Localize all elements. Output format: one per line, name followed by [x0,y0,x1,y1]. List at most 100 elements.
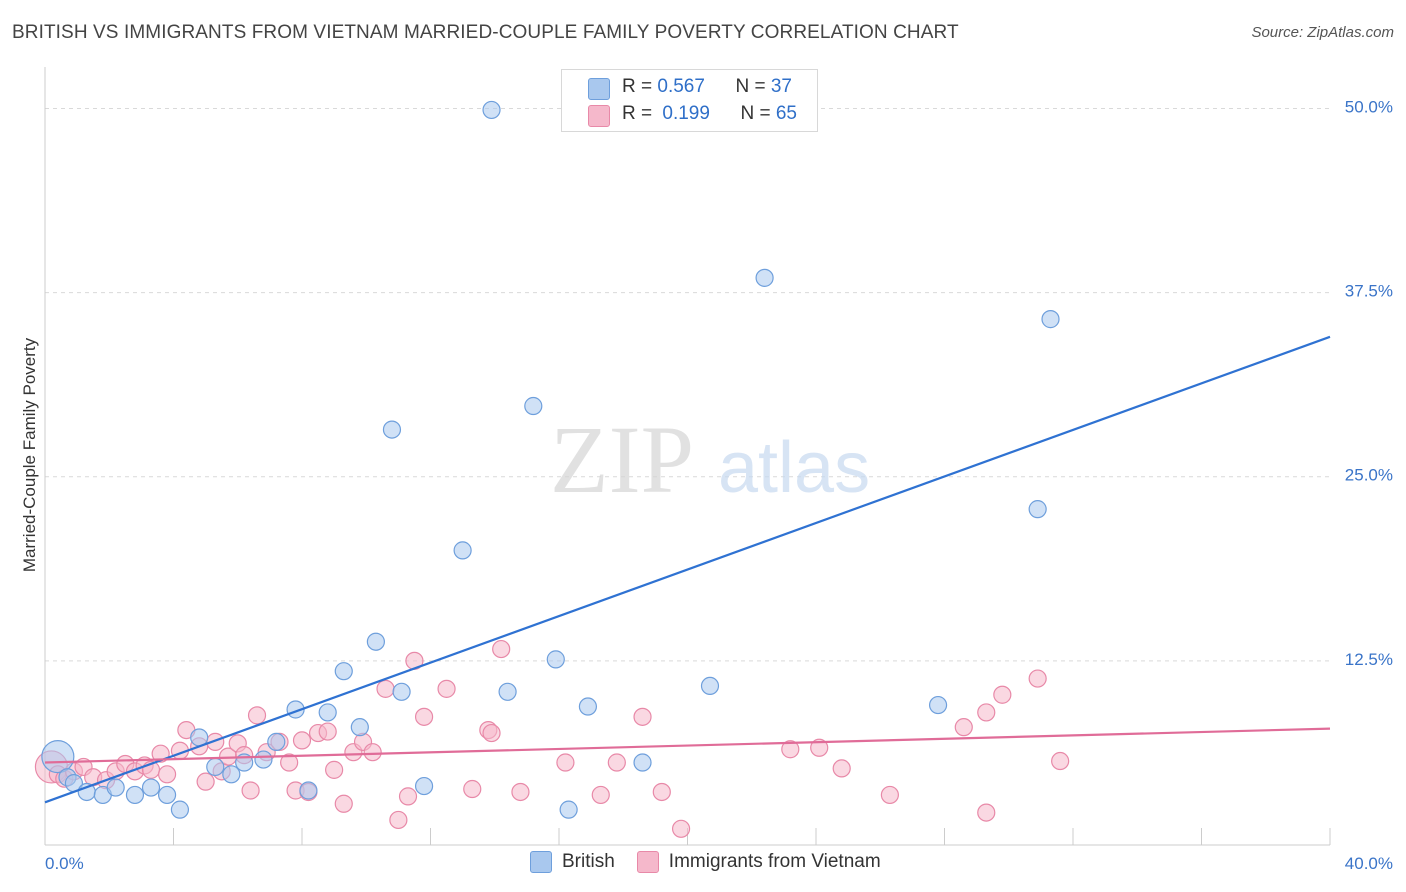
point-british [254,750,273,769]
legend-swatch-british-bottom [530,851,552,873]
trend-layer [44,335,1331,804]
point-vietnam [633,707,652,726]
point-vietnam [781,740,800,759]
y-tick-label: 12.5% [1345,650,1393,669]
point-vietnam [607,753,626,772]
point-british [350,718,369,737]
point-british [141,778,161,797]
point-vietnam [1028,669,1047,688]
point-vietnam [591,785,610,805]
point-vietnam [334,794,353,813]
point-vietnam [977,703,996,722]
point-vietnam [325,760,344,779]
point-vietnam [157,765,177,784]
legend-r-label-british: R = [622,76,658,97]
point-british [1028,500,1047,519]
y-axis-title: Married-Couple Family Poverty [20,337,39,572]
point-vietnam [482,723,501,743]
point-vietnam [652,782,671,802]
point-vietnam [993,685,1012,704]
point-vietnam [556,753,575,772]
legend-n-value-british: 37 [770,76,792,97]
point-vietnam [1051,751,1070,771]
legend-swatch-british [588,78,610,100]
legend-r-value-british: 0.567 [657,76,705,97]
trend-line-vietnam [44,727,1331,764]
point-vietnam [196,772,215,791]
point-british [498,682,517,701]
point-british [482,100,501,120]
point-british [546,650,565,669]
legend-item-british[interactable]: British [530,851,615,873]
y-tick-label: 50.0% [1345,97,1393,116]
point-british [524,396,543,416]
chart-title: BRITISH VS IMMIGRANTS FROM VIETNAM MARRI… [12,22,959,43]
point-vietnam [492,639,511,659]
point-british [41,740,75,774]
point-vietnam [398,787,418,806]
point-vietnam [880,785,899,805]
point-vietnam [389,810,408,830]
point-british [382,420,402,439]
legend-n-label-vietnam: N = [740,103,776,124]
point-vietnam [832,759,851,778]
point-british [928,695,948,715]
point-british [170,800,190,819]
point-vietnam [363,743,382,762]
point-vietnam [954,718,973,737]
legend-label-vietnam: Immigrants from Vietnam [668,851,881,872]
point-british [578,697,598,716]
point-british [267,732,286,751]
correlation-legend: R = 0.567 N = 37 R = 0.199 N = 65 [561,69,818,132]
x-tick-label-min: 0.0% [45,854,84,873]
point-british [633,753,652,772]
point-british [222,765,241,784]
point-vietnam [241,781,260,800]
watermark-zip: ZIP [550,406,694,513]
series-legend: British Immigrants from Vietnam [530,851,881,873]
point-vietnam [292,731,312,750]
point-british [559,800,578,819]
point-british [206,757,225,777]
legend-n-label-british: N = [735,76,771,97]
point-vietnam [977,803,996,822]
point-vietnam [280,753,299,772]
point-vietnam [511,782,530,802]
points-layer [34,100,1070,838]
labels-layer: 12.5% 25.0% 37.5% 50.0% 0.0% 40.0% Married-Cou… [20,97,1393,873]
point-vietnam [247,706,267,725]
point-british [392,682,411,701]
point-vietnam [414,707,434,726]
point-vietnam [671,819,691,838]
y-tick-label: 25.0% [1345,466,1393,485]
legend-swatch-vietnam [588,105,610,127]
point-british [366,632,385,651]
point-british [299,781,318,800]
point-vietnam [318,722,337,741]
point-british [453,541,472,560]
point-british [755,268,774,287]
point-vietnam [437,679,456,698]
grid-layer [45,107,1330,662]
legend-swatch-vietnam-bottom [636,851,659,873]
point-british [700,676,720,696]
point-british [1041,310,1060,329]
point-british [125,785,145,805]
point-british [157,785,177,805]
point-british [414,776,434,796]
x-tick-label-max: 40.0% [1345,854,1393,873]
legend-label-british: British [562,851,615,872]
axes-layer [44,67,1331,846]
point-vietnam [463,779,482,799]
legend-item-vietnam[interactable]: Immigrants from Vietnam [636,851,881,873]
watermark-atlas: atlas [718,428,870,508]
point-british [318,703,337,722]
trend-line-british [44,335,1331,804]
point-british [334,662,353,681]
legend-r-value-vietnam: 0.199 [662,103,710,124]
source-label: Source: ZipAtlas.com [1251,24,1394,41]
y-tick-label: 37.5% [1345,282,1393,301]
point-vietnam [810,738,829,757]
point-vietnam [376,679,395,698]
